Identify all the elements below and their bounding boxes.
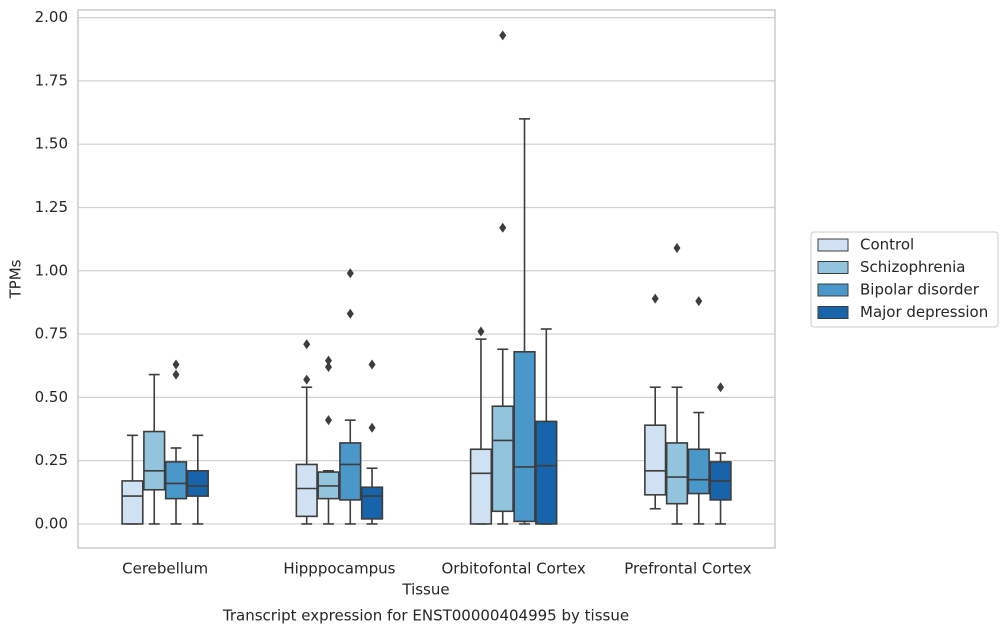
legend-label: Major depression bbox=[860, 303, 988, 321]
outlier bbox=[172, 369, 180, 380]
y-tick-label: 0.75 bbox=[35, 325, 68, 343]
outlier bbox=[695, 296, 703, 307]
legend-swatch bbox=[817, 306, 849, 319]
box bbox=[644, 424, 667, 496]
box bbox=[164, 461, 188, 500]
legend-label: Schizophrenia bbox=[860, 258, 965, 276]
box bbox=[513, 350, 536, 523]
outlier bbox=[324, 415, 332, 426]
box bbox=[186, 469, 209, 497]
outlier bbox=[324, 355, 332, 366]
box bbox=[360, 486, 384, 520]
x-tick-label: Hipppocampus bbox=[283, 560, 395, 578]
legend-frame bbox=[810, 231, 999, 328]
legend-swatch bbox=[817, 238, 849, 252]
chart-title: Transcript expression for ENST0000040499… bbox=[222, 607, 629, 625]
outlier bbox=[499, 30, 507, 41]
outlier bbox=[499, 222, 507, 233]
box bbox=[295, 463, 318, 518]
outlier bbox=[303, 374, 311, 385]
box bbox=[665, 442, 689, 505]
box bbox=[143, 430, 166, 491]
y-tick-label: 2.00 bbox=[35, 8, 68, 26]
y-tick-label: 1.25 bbox=[35, 198, 68, 216]
outlier bbox=[651, 293, 659, 304]
outlier bbox=[717, 382, 725, 393]
legend-label: Bipolar disorder bbox=[860, 281, 980, 299]
plot-frame bbox=[77, 9, 776, 549]
legend-swatch bbox=[817, 283, 849, 297]
y-tick-label: 0.00 bbox=[35, 514, 68, 532]
outlier bbox=[346, 308, 354, 319]
box bbox=[535, 420, 558, 525]
box bbox=[121, 480, 144, 525]
outlier bbox=[172, 359, 180, 370]
box bbox=[491, 405, 514, 513]
outlier bbox=[477, 326, 485, 337]
x-axis-label: Tissue bbox=[401, 581, 449, 599]
y-tick-label: 0.25 bbox=[35, 451, 68, 469]
outlier bbox=[368, 422, 376, 433]
outlier bbox=[324, 361, 332, 372]
legend-label: Control bbox=[860, 236, 914, 254]
y-tick-label: 1.00 bbox=[35, 261, 68, 279]
outlier bbox=[368, 359, 376, 370]
y-tick-label: 1.50 bbox=[35, 135, 68, 153]
outlier bbox=[673, 242, 681, 253]
box bbox=[687, 448, 710, 495]
legend-swatch bbox=[817, 261, 849, 274]
outlier bbox=[346, 268, 354, 279]
y-tick-label: 0.50 bbox=[35, 388, 68, 406]
x-tick-label: Cerebellum bbox=[122, 560, 208, 578]
x-tick-label: Prefrontal Cortex bbox=[624, 560, 751, 578]
box bbox=[469, 448, 493, 525]
y-axis-label: TPMs bbox=[7, 259, 25, 299]
outlier bbox=[303, 339, 311, 350]
x-tick-label: Orbitofontal Cortex bbox=[442, 560, 586, 578]
box bbox=[339, 442, 362, 501]
y-tick-label: 1.75 bbox=[35, 71, 68, 89]
